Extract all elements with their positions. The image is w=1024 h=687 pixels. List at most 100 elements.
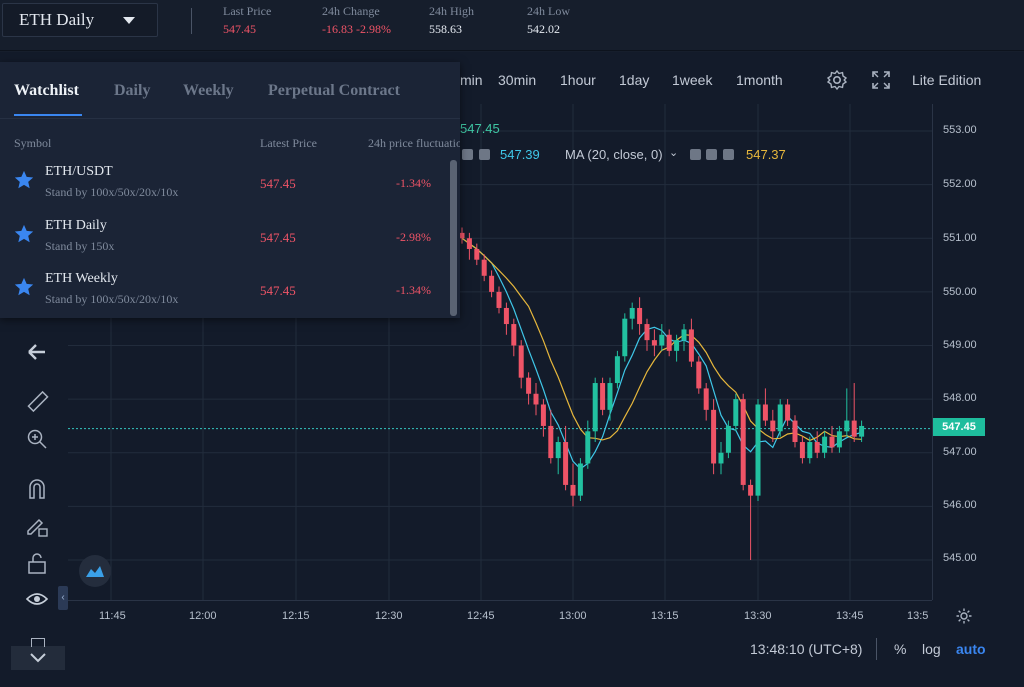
gear-small-icon[interactable] xyxy=(706,149,717,160)
candle xyxy=(518,345,524,378)
stat-value: 542.02 xyxy=(527,22,560,36)
watchlist-divider xyxy=(0,118,460,119)
candle xyxy=(792,420,798,443)
y-tick-label: 549.00 xyxy=(943,339,977,351)
timeframe-1week[interactable]: 1week xyxy=(672,72,713,88)
stat-label: 24h Change xyxy=(322,4,380,18)
close-small-icon[interactable] xyxy=(723,149,734,160)
candle xyxy=(762,404,768,421)
eye-icon[interactable] xyxy=(26,591,48,607)
stat-value: 558.63 xyxy=(429,22,462,36)
timeframe-30min[interactable]: 30min xyxy=(498,72,537,88)
candle xyxy=(822,436,828,453)
timeframe-1day[interactable]: 1day xyxy=(619,72,650,88)
candle xyxy=(511,324,517,346)
candle xyxy=(622,318,628,357)
tab-perpetual-contract[interactable]: Perpetual Contract xyxy=(268,82,400,99)
candle xyxy=(799,442,805,459)
candle xyxy=(540,404,546,426)
timeframe-min[interactable]: min xyxy=(460,72,483,88)
current-time: 13:48:10 (UTC+8) xyxy=(750,641,863,657)
candle xyxy=(711,409,717,464)
gear-icon[interactable] xyxy=(826,69,848,91)
star-icon[interactable] xyxy=(13,223,35,245)
stat-label: 24h Low xyxy=(527,4,570,18)
symbol-leverage: Stand by 150x xyxy=(45,239,115,253)
candle xyxy=(733,399,739,426)
arrow-left-icon[interactable] xyxy=(26,343,48,361)
stat-label: Last Price xyxy=(223,4,272,18)
log-toggle[interactable]: log xyxy=(922,641,941,657)
candle xyxy=(489,275,495,292)
candle xyxy=(859,425,865,437)
candle xyxy=(829,436,835,448)
zoom-in-icon[interactable] xyxy=(26,428,48,450)
scroll-down-button[interactable] xyxy=(11,646,65,670)
percent-toggle[interactable]: % xyxy=(894,641,907,657)
pencil-lock-icon[interactable] xyxy=(25,514,49,538)
last-price-tag: 547.45 xyxy=(933,418,985,436)
latest-price: 547.45 xyxy=(260,283,296,298)
candle xyxy=(748,484,754,496)
watchlist-scrollbar[interactable] xyxy=(450,160,457,316)
expand-icon[interactable] xyxy=(871,70,891,90)
axis-settings-icon[interactable] xyxy=(955,607,973,625)
candle xyxy=(755,404,761,496)
bottom-divider xyxy=(876,638,877,660)
candle xyxy=(681,329,687,341)
auto-toggle[interactable]: auto xyxy=(956,641,986,657)
candle xyxy=(585,431,591,464)
timeframe-1month[interactable]: 1month xyxy=(736,72,783,88)
candle xyxy=(688,329,694,362)
star-icon[interactable] xyxy=(13,276,35,298)
magnet-icon[interactable] xyxy=(27,478,47,500)
candle xyxy=(696,361,702,389)
candle xyxy=(555,442,561,459)
lite-edition-button[interactable]: Lite Edition xyxy=(912,72,982,88)
lock-icon[interactable] xyxy=(27,551,47,575)
caret-down-icon[interactable] xyxy=(123,17,135,24)
y-tick-label: 553.00 xyxy=(943,124,977,136)
list-item[interactable]: ETH/USDT Stand by 100x/50x/20x/10x 547.4… xyxy=(0,160,452,213)
eye-small-icon[interactable] xyxy=(462,149,473,160)
symbol-selector[interactable]: ETH Daily xyxy=(2,3,158,37)
list-item[interactable]: ETH Weekly Stand by 100x/50x/20x/10x 547… xyxy=(0,267,452,320)
candle xyxy=(674,340,680,351)
ruler-icon[interactable] xyxy=(25,389,51,415)
candle xyxy=(814,442,820,453)
ma1-value: 547.39 xyxy=(500,147,540,162)
y-tick-label: 545.00 xyxy=(943,552,977,564)
tab-weekly[interactable]: Weekly xyxy=(183,82,234,99)
stat-24h-high: 24h High 558.63 xyxy=(429,4,474,37)
list-item[interactable]: ETH Daily Stand by 150x 547.45 -2.98% xyxy=(0,214,452,267)
candle xyxy=(770,420,776,432)
candle xyxy=(614,356,620,384)
symbol-name: ETH Weekly xyxy=(45,271,118,286)
close-small-icon[interactable] xyxy=(479,149,490,160)
timeframe-1hour[interactable]: 1hour xyxy=(560,72,596,88)
y-tick-label: 546.00 xyxy=(943,499,977,511)
chevron-down-icon xyxy=(30,653,46,663)
eye-small-icon[interactable] xyxy=(690,149,701,160)
candle xyxy=(844,420,850,432)
candle xyxy=(651,340,657,346)
top-bar xyxy=(0,0,1024,51)
ma2-label[interactable]: MA (20, close, 0) xyxy=(565,147,663,162)
active-tab-underline xyxy=(14,114,82,116)
candle xyxy=(644,324,650,341)
stat-value: -16.83 -2.98% xyxy=(322,22,391,36)
candle xyxy=(548,425,554,459)
x-tick-label: 11:45 xyxy=(99,610,126,622)
chevron-down-icon[interactable]: ⌄ xyxy=(669,147,679,159)
tab-watchlist[interactable]: Watchlist xyxy=(14,82,79,99)
y-tick-label: 548.00 xyxy=(943,392,977,404)
collapse-toolbar-handle[interactable]: ‹ xyxy=(58,586,68,610)
ma-top-value: 547.45 xyxy=(460,121,500,136)
x-tick-label: 12:00 xyxy=(189,610,217,622)
trash-icon[interactable] xyxy=(31,638,45,647)
star-icon[interactable] xyxy=(13,169,35,191)
candle xyxy=(807,442,813,459)
tab-daily[interactable]: Daily xyxy=(114,82,151,99)
floating-tool-button[interactable] xyxy=(79,555,111,587)
